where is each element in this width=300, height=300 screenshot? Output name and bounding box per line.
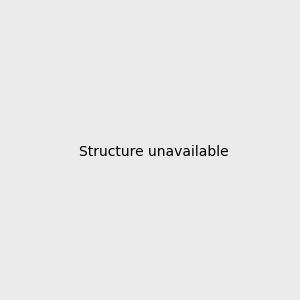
Text: Structure unavailable: Structure unavailable	[79, 145, 229, 158]
